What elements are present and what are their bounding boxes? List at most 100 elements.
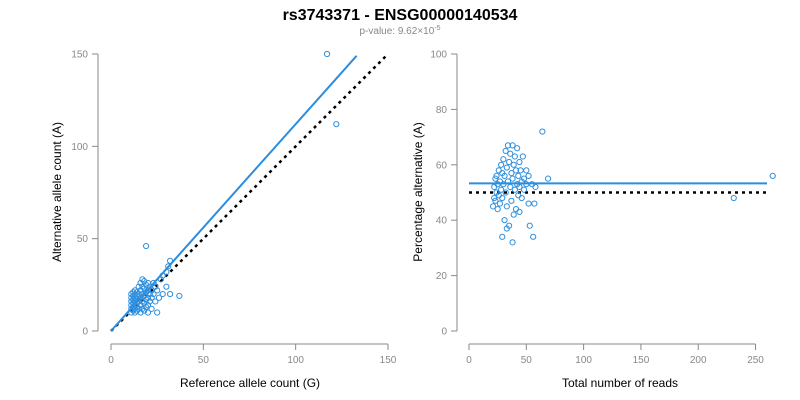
data-point: [141, 285, 148, 292]
data-point: [500, 181, 507, 188]
y-tick-label: 150: [71, 50, 88, 61]
y-tick-label: 20: [436, 271, 448, 282]
data-point: [142, 303, 150, 311]
data-point: [517, 167, 524, 174]
y-tick-label: 60: [436, 160, 448, 171]
data-point: [499, 194, 506, 202]
data-point: [155, 294, 163, 301]
x-tick-label: 150: [380, 355, 397, 366]
data-point: [150, 290, 157, 298]
data-point: [137, 287, 144, 294]
data-point: [530, 233, 537, 240]
data-point: [130, 303, 137, 311]
x-tick-label: 50: [521, 355, 533, 366]
x-tick-label: 0: [466, 355, 472, 366]
data-point: [508, 170, 515, 177]
data-point: [730, 194, 737, 202]
points-right: [489, 128, 776, 246]
axes-left: 0 50 100 150 0 50 100 150: [71, 50, 396, 367]
y-tick-label: 80: [436, 105, 448, 116]
data-point: [511, 153, 518, 160]
data-point: [509, 142, 516, 149]
data-point: [139, 276, 146, 283]
data-point: [509, 175, 516, 182]
data-point: [507, 183, 514, 191]
data-point: [144, 287, 152, 294]
data-point: [539, 128, 546, 135]
y-tick-label: 0: [82, 327, 88, 338]
y-tick-label: 50: [77, 234, 89, 245]
data-point: [128, 294, 135, 301]
data-point: [148, 294, 155, 301]
data-point: [142, 289, 150, 296]
data-point: [139, 298, 146, 305]
data-point: [137, 294, 144, 301]
p-value-exponent: -5: [434, 25, 440, 32]
data-point: [133, 289, 140, 296]
data-point: [491, 194, 498, 202]
y-tick-label: 100: [430, 50, 447, 61]
data-point: [154, 309, 161, 316]
y-axis-label-right: Percentage alternative (A): [411, 122, 425, 261]
data-point: [333, 121, 340, 128]
data-point: [139, 290, 146, 298]
x-axis-label-left: Reference allele count (G): [180, 376, 320, 390]
data-point: [135, 305, 142, 312]
data-point: [148, 305, 155, 312]
data-point: [506, 158, 513, 166]
data-point: [163, 268, 170, 276]
data-point: [133, 296, 140, 303]
data-point: [489, 203, 497, 210]
data-point: [523, 167, 530, 174]
y-tick-label: 40: [436, 216, 448, 227]
data-point: [142, 281, 150, 288]
data-point: [532, 183, 539, 191]
data-point: [497, 161, 505, 168]
data-point: [144, 302, 152, 309]
data-point: [157, 276, 164, 283]
data-point: [159, 272, 166, 279]
data-point: [166, 257, 174, 264]
data-point: [137, 279, 144, 287]
data-point: [135, 290, 142, 298]
data-point: [525, 200, 532, 207]
data-point: [142, 242, 150, 250]
data-point: [133, 307, 140, 314]
data-point: [135, 283, 142, 290]
data-point: [509, 239, 516, 246]
data-point: [144, 309, 152, 316]
panel-percentage: 0 20 40 60 80 100 0 50 100 150 200 250 Total number…: [411, 50, 776, 390]
data-point: [491, 183, 498, 191]
data-point: [146, 290, 153, 298]
data-point: [128, 302, 135, 309]
x-tick-label: 50: [198, 355, 210, 366]
data-point: [516, 183, 523, 191]
data-point: [516, 208, 523, 215]
data-point: [163, 283, 170, 290]
data-point: [500, 156, 507, 163]
data-point: [133, 300, 140, 307]
data-point: [130, 292, 137, 300]
data-point: [520, 175, 528, 182]
panel-allele-counts: 0 50 100 150 0 50 100 150 Reference allele coun…: [50, 50, 397, 391]
data-point: [512, 206, 520, 213]
data-point: [531, 200, 538, 207]
data-point: [516, 158, 523, 166]
data-point: [323, 50, 331, 58]
data-point: [525, 172, 532, 179]
data-point: [520, 186, 528, 193]
x-tick-label: 250: [747, 355, 764, 366]
chart-title: rs3743371 - ENSG00000140534: [283, 7, 518, 24]
x-axis-label-right: Total number of reads: [562, 376, 678, 390]
data-point: [144, 294, 152, 301]
data-point: [514, 145, 521, 152]
data-point: [503, 225, 510, 232]
data-point: [494, 206, 501, 213]
data-point: [544, 175, 552, 182]
data-point: [139, 283, 146, 290]
axes-right: 0 20 40 60 80 100 0 50 100 150 200 250: [430, 50, 764, 367]
data-point: [501, 217, 508, 224]
data-point: [515, 172, 522, 179]
data-point: [139, 305, 146, 312]
